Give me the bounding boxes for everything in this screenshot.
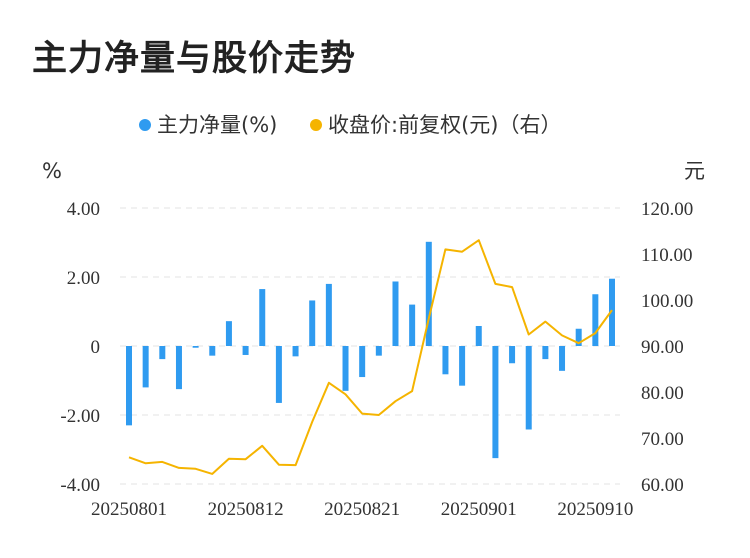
right-tick-label-4: 80.00 [641,383,684,404]
price-line-series [128,239,613,475]
bar-28 [592,294,599,346]
bar-5 [209,346,216,356]
right-tick-label-0: 120.00 [641,199,693,220]
bar-series [126,241,615,459]
right-tick-label-1: 110.00 [641,245,693,266]
legend-dot-0 [139,119,151,131]
left-tick-label-2: 0 [91,337,101,358]
bar-25 [542,346,549,360]
bar-11 [309,300,316,346]
left-tick-label-1: 2.00 [67,268,100,289]
x-tick-label-4: 20250910 [557,499,633,520]
x-tick-label-2: 20250821 [324,499,400,520]
bar-13 [342,346,349,391]
legend-label-0: 主力净量(%) [157,113,277,137]
bar-1 [142,346,149,388]
price-line [128,239,613,475]
right-tick-label-3: 90.00 [641,337,684,358]
bar-9 [275,346,282,403]
bar-22 [492,346,499,459]
x-tick-label-3: 20250901 [441,499,517,520]
bar-17 [409,304,416,346]
bar-24 [525,346,532,430]
legend-dot-1 [310,119,322,131]
bar-7 [242,346,249,355]
bar-3 [175,346,182,390]
x-tick-label-1: 20250812 [208,499,284,520]
bar-20 [459,346,466,386]
bar-27 [575,328,582,346]
left-axis-unit: % [42,159,62,183]
bar-4 [192,346,199,348]
bar-10 [292,346,299,357]
bar-14 [359,346,366,378]
right-tick-label-6: 60.00 [641,475,684,496]
bar-23 [509,346,516,364]
bar-15 [375,346,382,356]
bar-16 [392,281,399,346]
bar-21 [475,325,482,346]
bar-19 [442,346,449,375]
bar-26 [559,346,566,371]
bar-8 [259,289,266,346]
bar-2 [159,346,166,360]
right-tick-label-5: 70.00 [641,429,684,450]
legend: 主力净量(%) 收盘价:前复权(元)（右） [139,113,561,137]
bar-12 [325,283,332,346]
bar-0 [126,346,132,426]
left-tick-label-4: -4.00 [60,475,100,496]
bar-29 [609,278,615,346]
axis-ticks: % 元 4.00 2.00 0 -2.00 -4.00 120.00 110.00 100.00 9… [42,159,705,520]
left-tick-label-3: -2.00 [60,406,100,427]
bar-6 [225,321,232,346]
chart-title: 主力净量与股价走势 [32,39,357,79]
bar-18 [425,241,432,346]
x-tick-label-0: 20250801 [91,499,167,520]
right-axis-unit: 元 [684,159,705,183]
left-tick-label-0: 4.00 [67,199,100,220]
legend-label-1: 收盘价:前复权(元)（右） [328,113,561,137]
right-tick-label-2: 100.00 [641,291,693,312]
